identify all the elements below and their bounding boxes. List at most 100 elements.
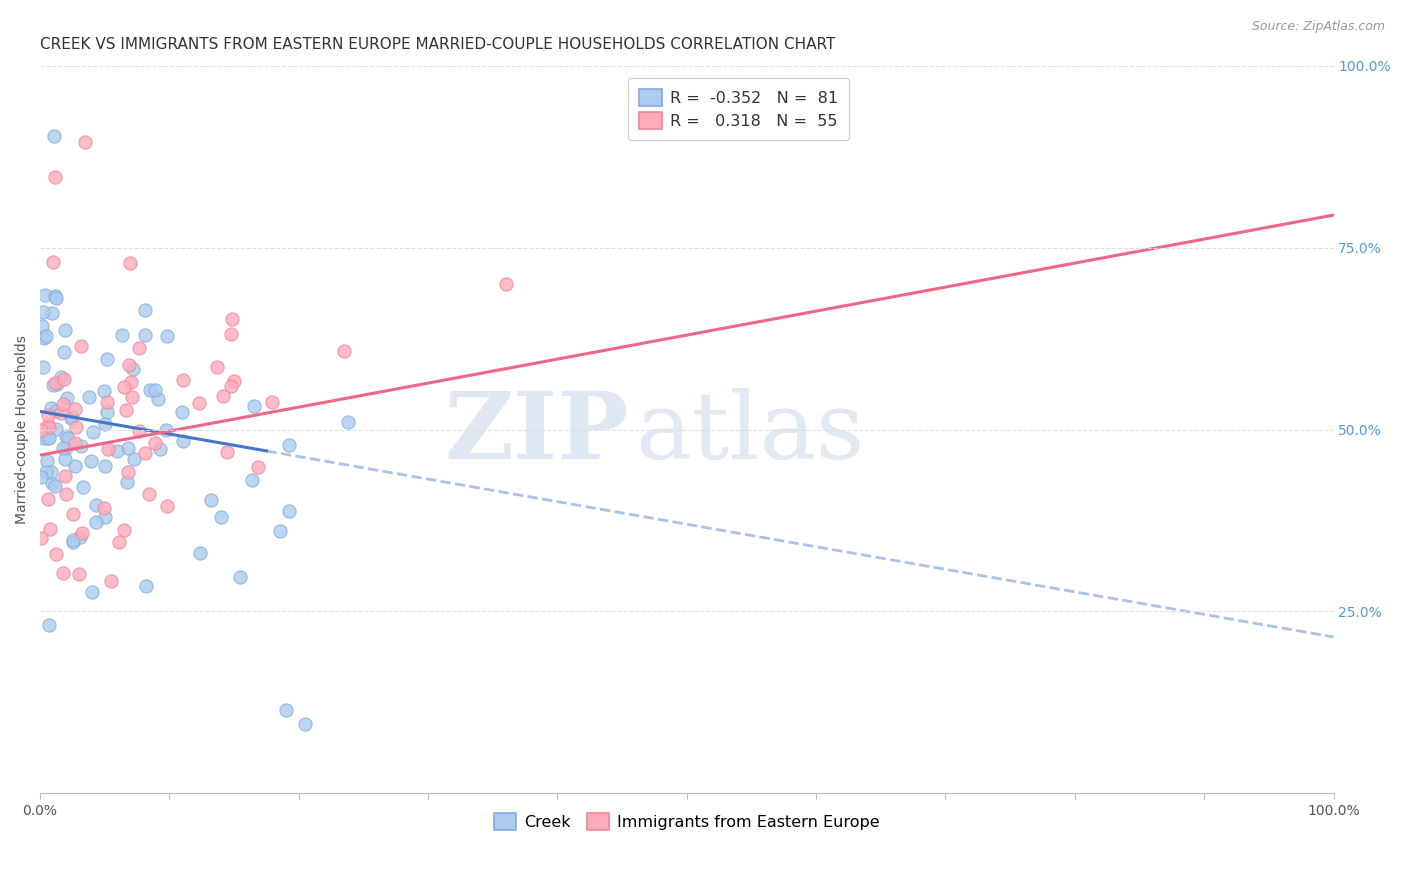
Point xyxy=(188,546,211,560)
Point xyxy=(217,445,239,459)
Point xyxy=(65,420,87,434)
Point xyxy=(120,256,142,270)
Point xyxy=(96,394,118,409)
Point xyxy=(39,466,62,480)
Point xyxy=(55,487,77,501)
Point xyxy=(52,372,75,386)
Point xyxy=(172,373,194,387)
Point xyxy=(222,374,245,388)
Point xyxy=(117,465,139,479)
Point xyxy=(333,343,356,358)
Point xyxy=(138,487,160,501)
Point xyxy=(294,717,316,731)
Point xyxy=(37,492,59,507)
Y-axis label: Married-couple Households: Married-couple Households xyxy=(15,335,30,524)
Point xyxy=(240,473,263,487)
Point xyxy=(30,423,52,437)
Point xyxy=(46,377,69,392)
Point xyxy=(277,504,299,518)
Point xyxy=(45,404,67,418)
Point xyxy=(96,352,118,367)
Point xyxy=(63,436,86,450)
Point xyxy=(122,361,145,376)
Point xyxy=(107,535,129,549)
Point xyxy=(38,431,60,445)
Point xyxy=(52,397,75,411)
Point xyxy=(34,465,56,479)
Point xyxy=(212,389,235,403)
Point xyxy=(128,341,150,355)
Point xyxy=(134,446,156,460)
Point xyxy=(34,287,56,301)
Point xyxy=(82,425,104,439)
Point xyxy=(128,424,150,438)
Point xyxy=(274,703,297,717)
Point xyxy=(262,394,284,409)
Point xyxy=(118,358,141,372)
Point xyxy=(149,442,172,457)
Point xyxy=(93,501,115,516)
Point xyxy=(37,431,59,445)
Point xyxy=(70,339,93,353)
Point xyxy=(155,423,177,437)
Point xyxy=(96,405,118,419)
Point xyxy=(60,411,83,425)
Point xyxy=(34,331,56,345)
Point xyxy=(41,255,63,269)
Point xyxy=(94,509,117,524)
Point xyxy=(156,329,179,343)
Point xyxy=(45,421,67,435)
Point xyxy=(188,396,211,410)
Point xyxy=(105,443,128,458)
Point xyxy=(82,584,104,599)
Point xyxy=(52,566,75,580)
Point xyxy=(145,436,167,450)
Point xyxy=(42,377,65,392)
Point xyxy=(80,454,103,468)
Point xyxy=(63,402,86,417)
Point xyxy=(93,384,115,398)
Point xyxy=(72,480,94,494)
Point xyxy=(94,417,117,431)
Point xyxy=(200,493,222,508)
Point xyxy=(120,375,142,389)
Point xyxy=(246,460,269,475)
Point xyxy=(30,470,52,484)
Point xyxy=(86,498,108,512)
Point xyxy=(35,454,58,468)
Point xyxy=(56,430,79,444)
Point xyxy=(145,384,167,398)
Point xyxy=(31,318,53,333)
Point xyxy=(63,459,86,474)
Point xyxy=(77,390,100,404)
Point xyxy=(30,531,52,545)
Point xyxy=(278,438,301,452)
Point xyxy=(44,289,66,303)
Point xyxy=(44,170,66,185)
Point xyxy=(38,420,60,434)
Point xyxy=(94,458,117,473)
Point xyxy=(243,399,266,413)
Point xyxy=(117,441,139,455)
Point xyxy=(211,509,233,524)
Point xyxy=(60,410,83,425)
Point xyxy=(100,574,122,589)
Point xyxy=(70,439,93,453)
Point xyxy=(112,380,135,394)
Point xyxy=(172,434,194,448)
Text: CREEK VS IMMIGRANTS FROM EASTERN EUROPE MARRIED-COUPLE HOUSEHOLDS CORRELATION CH: CREEK VS IMMIGRANTS FROM EASTERN EUROPE … xyxy=(41,37,835,53)
Point xyxy=(39,401,62,415)
Point xyxy=(97,442,120,456)
Point xyxy=(221,379,243,393)
Point xyxy=(121,390,143,404)
Point xyxy=(156,500,179,514)
Point xyxy=(38,618,60,632)
Point xyxy=(32,359,55,374)
Point xyxy=(117,475,139,489)
Text: Source: ZipAtlas.com: Source: ZipAtlas.com xyxy=(1251,20,1385,33)
Point xyxy=(122,451,145,466)
Point xyxy=(138,384,160,398)
Point xyxy=(31,431,53,445)
Text: atlas: atlas xyxy=(636,388,865,478)
Point xyxy=(75,136,97,150)
